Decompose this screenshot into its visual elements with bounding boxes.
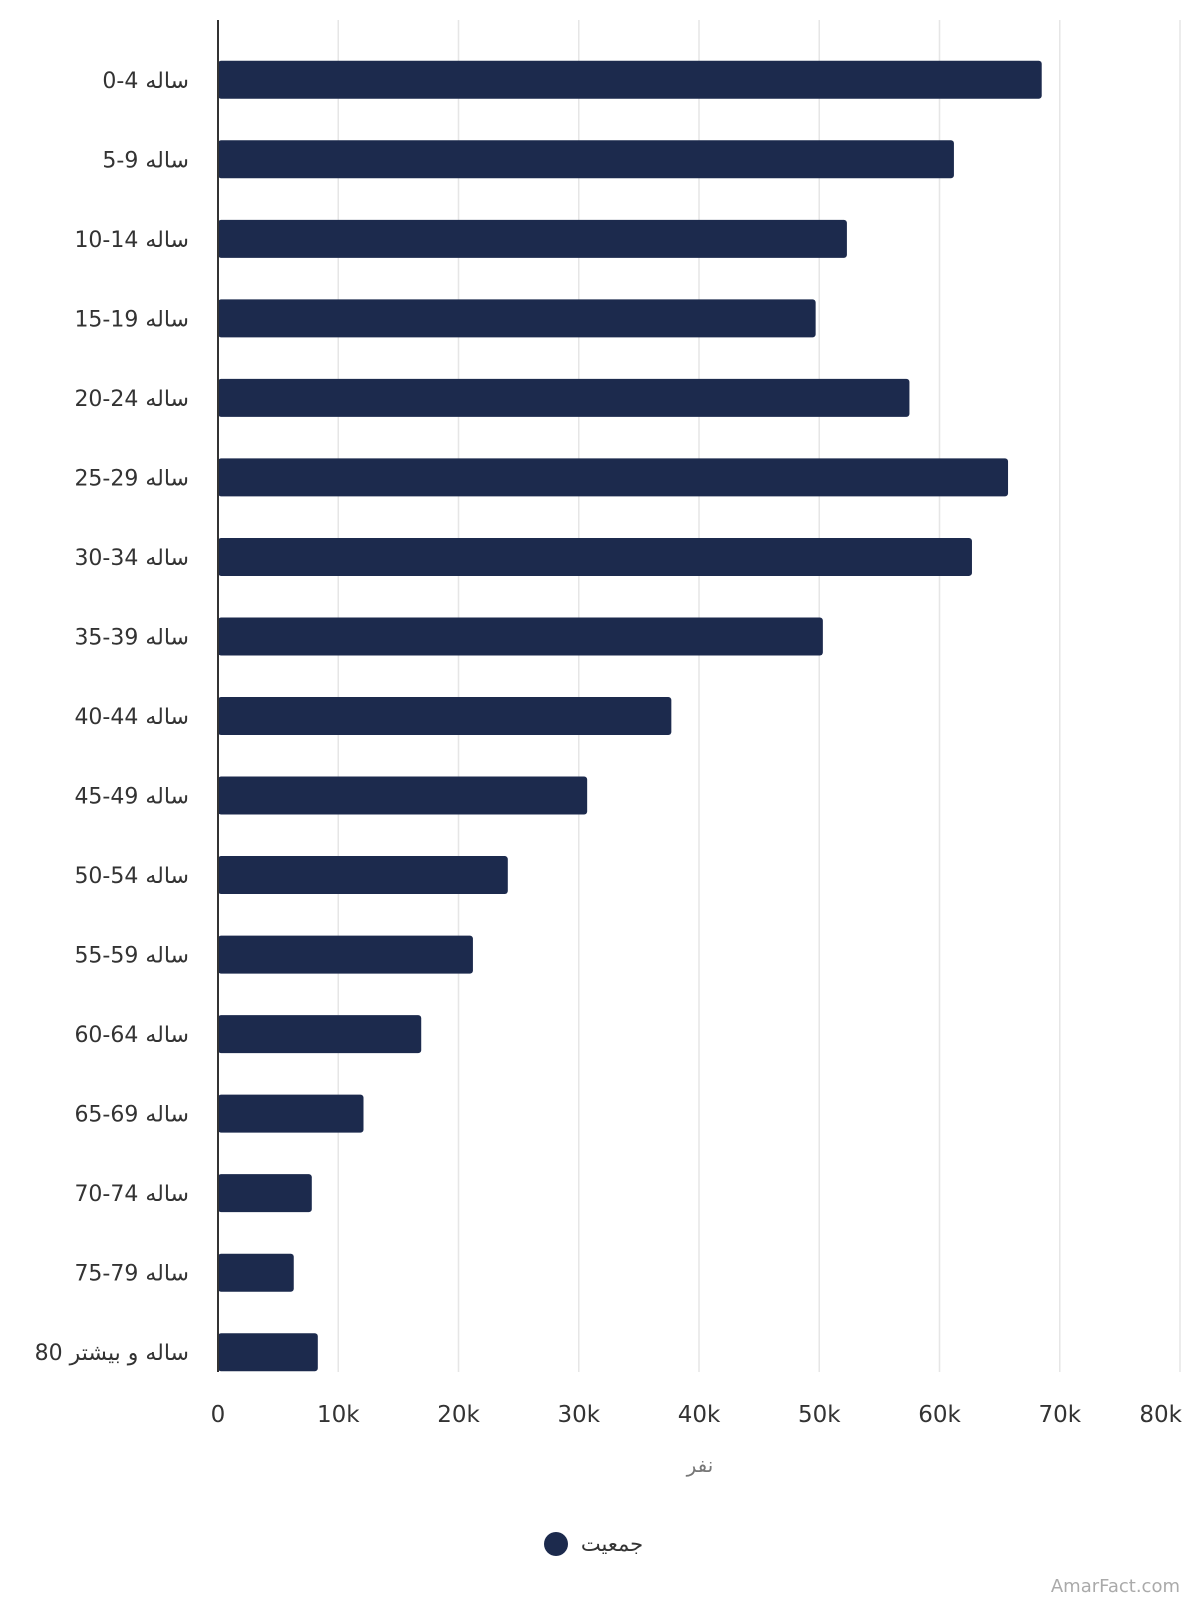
bar[interactable] bbox=[218, 458, 1009, 497]
watermark: AmarFact.com bbox=[1051, 1576, 1180, 1597]
bar[interactable] bbox=[218, 935, 473, 974]
bar[interactable] bbox=[218, 60, 1042, 99]
bar[interactable] bbox=[218, 1253, 294, 1292]
y-category-label: 60-64 ساله bbox=[74, 1023, 189, 1048]
legend[interactable]: جمعیت bbox=[544, 1532, 643, 1556]
x-tick-label: 40k bbox=[678, 1402, 721, 1428]
y-category-label: 55-59 ساله bbox=[74, 944, 189, 969]
legend-label: جمعیت bbox=[581, 1532, 643, 1556]
x-tick-label: 10k bbox=[317, 1402, 360, 1428]
bar[interactable] bbox=[218, 856, 508, 895]
x-tick-label: 60k bbox=[918, 1402, 961, 1428]
x-tick-label: 70k bbox=[1038, 1402, 1081, 1428]
y-category-label: 80 ساله و بیشتر bbox=[35, 1341, 189, 1366]
bar[interactable] bbox=[218, 617, 823, 656]
y-category-label: 5-9 ساله bbox=[102, 148, 189, 173]
bar[interactable] bbox=[218, 140, 954, 179]
x-axis-title: نفر bbox=[686, 1453, 714, 1477]
x-tick-label: 0 bbox=[211, 1402, 226, 1428]
x-tick-label: 30k bbox=[557, 1402, 600, 1428]
y-category-label: 35-39 ساله bbox=[74, 625, 189, 650]
y-category-label: 10-14 ساله bbox=[74, 228, 189, 253]
y-category-label: 75-79 ساله bbox=[74, 1262, 189, 1287]
bar[interactable] bbox=[218, 537, 972, 576]
y-category-label: 65-69 ساله bbox=[74, 1103, 189, 1128]
y-category-label: 0-4 ساله bbox=[102, 69, 189, 94]
category-labels: 0-4 ساله 5-9 ساله 10-14 ساله 15-19 ساله 20-2… bbox=[35, 69, 189, 1366]
x-tick-label: 50k bbox=[798, 1402, 841, 1428]
bar[interactable] bbox=[218, 1094, 364, 1133]
y-category-label: 15-19 ساله bbox=[74, 307, 189, 332]
bar[interactable] bbox=[218, 1333, 318, 1372]
bar[interactable] bbox=[218, 697, 672, 735]
bar[interactable] bbox=[218, 1015, 422, 1054]
x-tick-label: 20k bbox=[437, 1402, 480, 1428]
bar[interactable] bbox=[218, 219, 847, 258]
y-category-label: 40-44 ساله bbox=[74, 705, 189, 730]
y-category-label: 50-54 ساله bbox=[74, 864, 189, 889]
bars bbox=[218, 60, 1042, 1372]
bar[interactable] bbox=[218, 378, 910, 417]
y-category-label: 45-49 ساله bbox=[74, 785, 189, 810]
x-tick-labels: 0 10k 20k 30k 40k 50k 60k 70k 80k bbox=[211, 1402, 1183, 1428]
bar[interactable] bbox=[218, 299, 816, 338]
x-tick-label: 80k bbox=[1139, 1402, 1182, 1428]
bar[interactable] bbox=[218, 776, 588, 815]
y-category-label: 30-34 ساله bbox=[74, 546, 189, 571]
y-category-label: 70-74 ساله bbox=[74, 1182, 189, 1207]
y-category-label: 25-29 ساله bbox=[74, 466, 189, 491]
y-category-label: 20-24 ساله bbox=[74, 387, 189, 412]
bar[interactable] bbox=[218, 1174, 312, 1213]
legend-marker bbox=[544, 1532, 568, 1556]
